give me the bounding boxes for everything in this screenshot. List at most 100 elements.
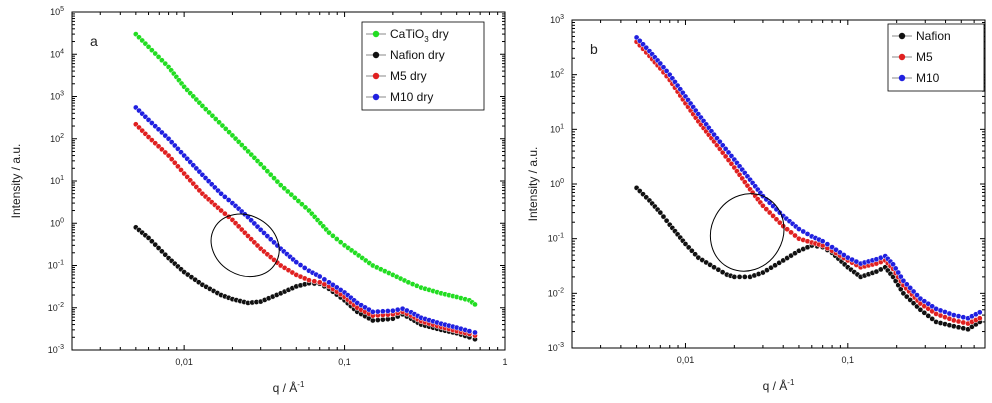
- data-point: [760, 202, 766, 209]
- legend-entry: M5: [916, 50, 933, 64]
- data-point: [261, 164, 267, 171]
- data-point: [784, 226, 790, 233]
- data-point: [892, 265, 899, 272]
- data-point: [788, 229, 794, 236]
- data-point: [299, 201, 305, 208]
- data-point: [819, 238, 826, 245]
- data-point: [792, 232, 798, 239]
- data-point: [316, 279, 323, 286]
- data-point: [917, 295, 924, 302]
- data-point: [841, 252, 847, 258]
- legend-swatch-marker: [898, 32, 906, 40]
- data-point: [929, 316, 936, 322]
- data-point: [722, 153, 729, 160]
- data-point: [284, 188, 291, 195]
- y-tick-label: 100: [550, 178, 564, 189]
- data-point: [369, 308, 376, 315]
- data-point: [711, 264, 717, 271]
- legend-entry: CaTiO3 dry: [390, 27, 449, 44]
- data-point: [218, 207, 224, 214]
- data-point: [337, 239, 344, 246]
- data-point: [955, 313, 962, 319]
- x-tick-label: 1: [502, 357, 507, 367]
- data-point: [921, 298, 928, 305]
- y-axis-label: Intensity / a.u.: [9, 144, 23, 219]
- data-point: [960, 325, 967, 332]
- data-point: [950, 317, 957, 324]
- data-point: [657, 60, 664, 67]
- data-point: [829, 244, 835, 250]
- data-point: [281, 185, 288, 192]
- data-point: [379, 308, 386, 315]
- data-point: [960, 319, 967, 326]
- data-point: [907, 297, 914, 303]
- data-point: [925, 313, 932, 319]
- data-point: [277, 182, 284, 188]
- data-point: [264, 168, 271, 175]
- data-point: [222, 210, 228, 217]
- legend: CaTiO3 dry Nafion dry M5 dry M10 dry: [361, 21, 485, 111]
- data-point: [271, 175, 277, 181]
- data-point: [316, 273, 323, 280]
- data-point: [770, 213, 776, 219]
- data-point: [692, 251, 698, 258]
- data-point: [288, 191, 295, 198]
- data-point: [466, 328, 473, 334]
- data-point: [910, 288, 917, 295]
- data-point: [917, 306, 924, 313]
- data-point: [390, 307, 396, 314]
- y-tick-label: 101: [550, 123, 564, 134]
- x-tick-label: 0,01: [677, 355, 695, 365]
- data-point: [914, 292, 920, 298]
- y-tick-label: 103: [50, 91, 64, 102]
- y-tick-label: 10-2: [48, 302, 64, 313]
- data-point: [925, 300, 932, 307]
- data-point: [225, 197, 232, 203]
- legend-swatch-marker: [898, 74, 906, 82]
- legend: Nafion M5 M10: [887, 23, 985, 92]
- highlight-ellipse: [210, 213, 280, 278]
- data-point: [766, 209, 773, 216]
- data-point: [165, 152, 172, 159]
- data-point: [796, 226, 802, 232]
- data-point: [657, 209, 664, 216]
- data-point: [295, 198, 302, 204]
- data-point: [763, 206, 770, 212]
- panel-letter: b: [590, 41, 598, 57]
- y-tick-label: 10-2: [548, 287, 564, 298]
- legend-swatch-marker: [372, 30, 380, 38]
- data-point: [685, 244, 692, 251]
- data-point: [890, 261, 896, 268]
- legend-entry: Nafion: [916, 29, 951, 43]
- y-tick-label: 100: [50, 217, 64, 228]
- highlight-ellipse: [709, 193, 785, 272]
- y-tick-label: 102: [50, 133, 64, 144]
- y-tick-label: 103: [550, 14, 564, 25]
- legend-entry: M5 dry: [390, 69, 427, 83]
- data-point: [297, 262, 304, 268]
- data-point: [663, 217, 670, 224]
- data-point: [715, 266, 722, 273]
- legend-swatch-marker: [372, 51, 380, 59]
- series-0: [633, 185, 983, 333]
- series-3: [132, 104, 478, 336]
- data-point: [719, 149, 726, 156]
- data-point: [776, 219, 783, 226]
- data-point: [736, 274, 743, 280]
- series-0: [132, 31, 478, 308]
- data-point: [800, 228, 807, 235]
- data-point: [640, 41, 646, 48]
- data-point: [728, 160, 735, 167]
- data-point: [159, 57, 165, 64]
- data-point: [168, 156, 175, 163]
- data-point: [178, 167, 184, 173]
- data-point: [903, 293, 910, 300]
- y-tick-label: 102: [550, 69, 564, 80]
- y-tick-label: 10-3: [548, 342, 564, 353]
- data-point: [960, 314, 967, 321]
- data-point: [292, 194, 298, 201]
- data-point: [660, 64, 667, 71]
- data-point: [302, 204, 309, 211]
- legend-swatch-marker: [372, 72, 380, 80]
